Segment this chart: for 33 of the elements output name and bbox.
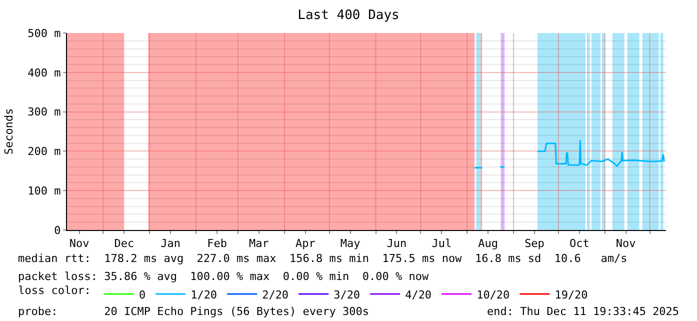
x-tick-label: Jul [432,237,452,250]
legend-title: loss color: [18,284,91,297]
text: probe: 20 ICMP Echo Pings (56 Bytes) every 300s [18,305,369,318]
y-tick-label: 0 [54,224,61,237]
y-tick-label: 400 m [28,66,62,80]
x-tick-label: Sep [524,237,544,250]
y-tick-label: 100 m [28,184,62,198]
x-tick-label: Dec [114,237,134,250]
x-tick-label: Feb [207,237,227,250]
legend-label: 0 [138,288,146,302]
x-tick-label: Aug [478,237,498,250]
chart-title: Last 400 Days [298,8,400,23]
x-tick-label: Oct [569,237,590,250]
text: packet loss: 35.86 % avg 100.00 % max 0.00 % min 0.00 % now [18,270,429,283]
x-tick-label: Jun [386,237,407,250]
text: median rtt: 178.2 ms avg 227.0 ms max 156.8 ms min 175.5 ms now 16.8 ms sd 10.6 am/s [18,252,628,265]
text: end: Thu Dec 11 19:33:45 2025 [487,305,680,318]
y-tick-label: 300 m [28,106,62,119]
y-axis-title: Seconds [2,108,16,155]
y-tick-label: 500 m [28,26,62,40]
x-tick-label: Nov [616,237,636,250]
y-tick-label: 200 m [28,145,62,158]
x-tick-label: Mar [249,237,270,250]
x-tick-label: May [340,237,361,250]
legend-label: 2/20 [262,288,289,302]
x-tick-label: Apr [295,237,316,250]
x-tick-label: Jan [160,237,181,250]
legend-label: 10/20 [476,288,510,302]
legend-label: 4/20 [405,288,432,302]
legend-label: 3/20 [334,288,360,302]
x-tick-label: Nov [69,237,90,250]
legend-label: 1/20 [190,288,218,302]
legend-label: 19/20 [554,288,588,302]
